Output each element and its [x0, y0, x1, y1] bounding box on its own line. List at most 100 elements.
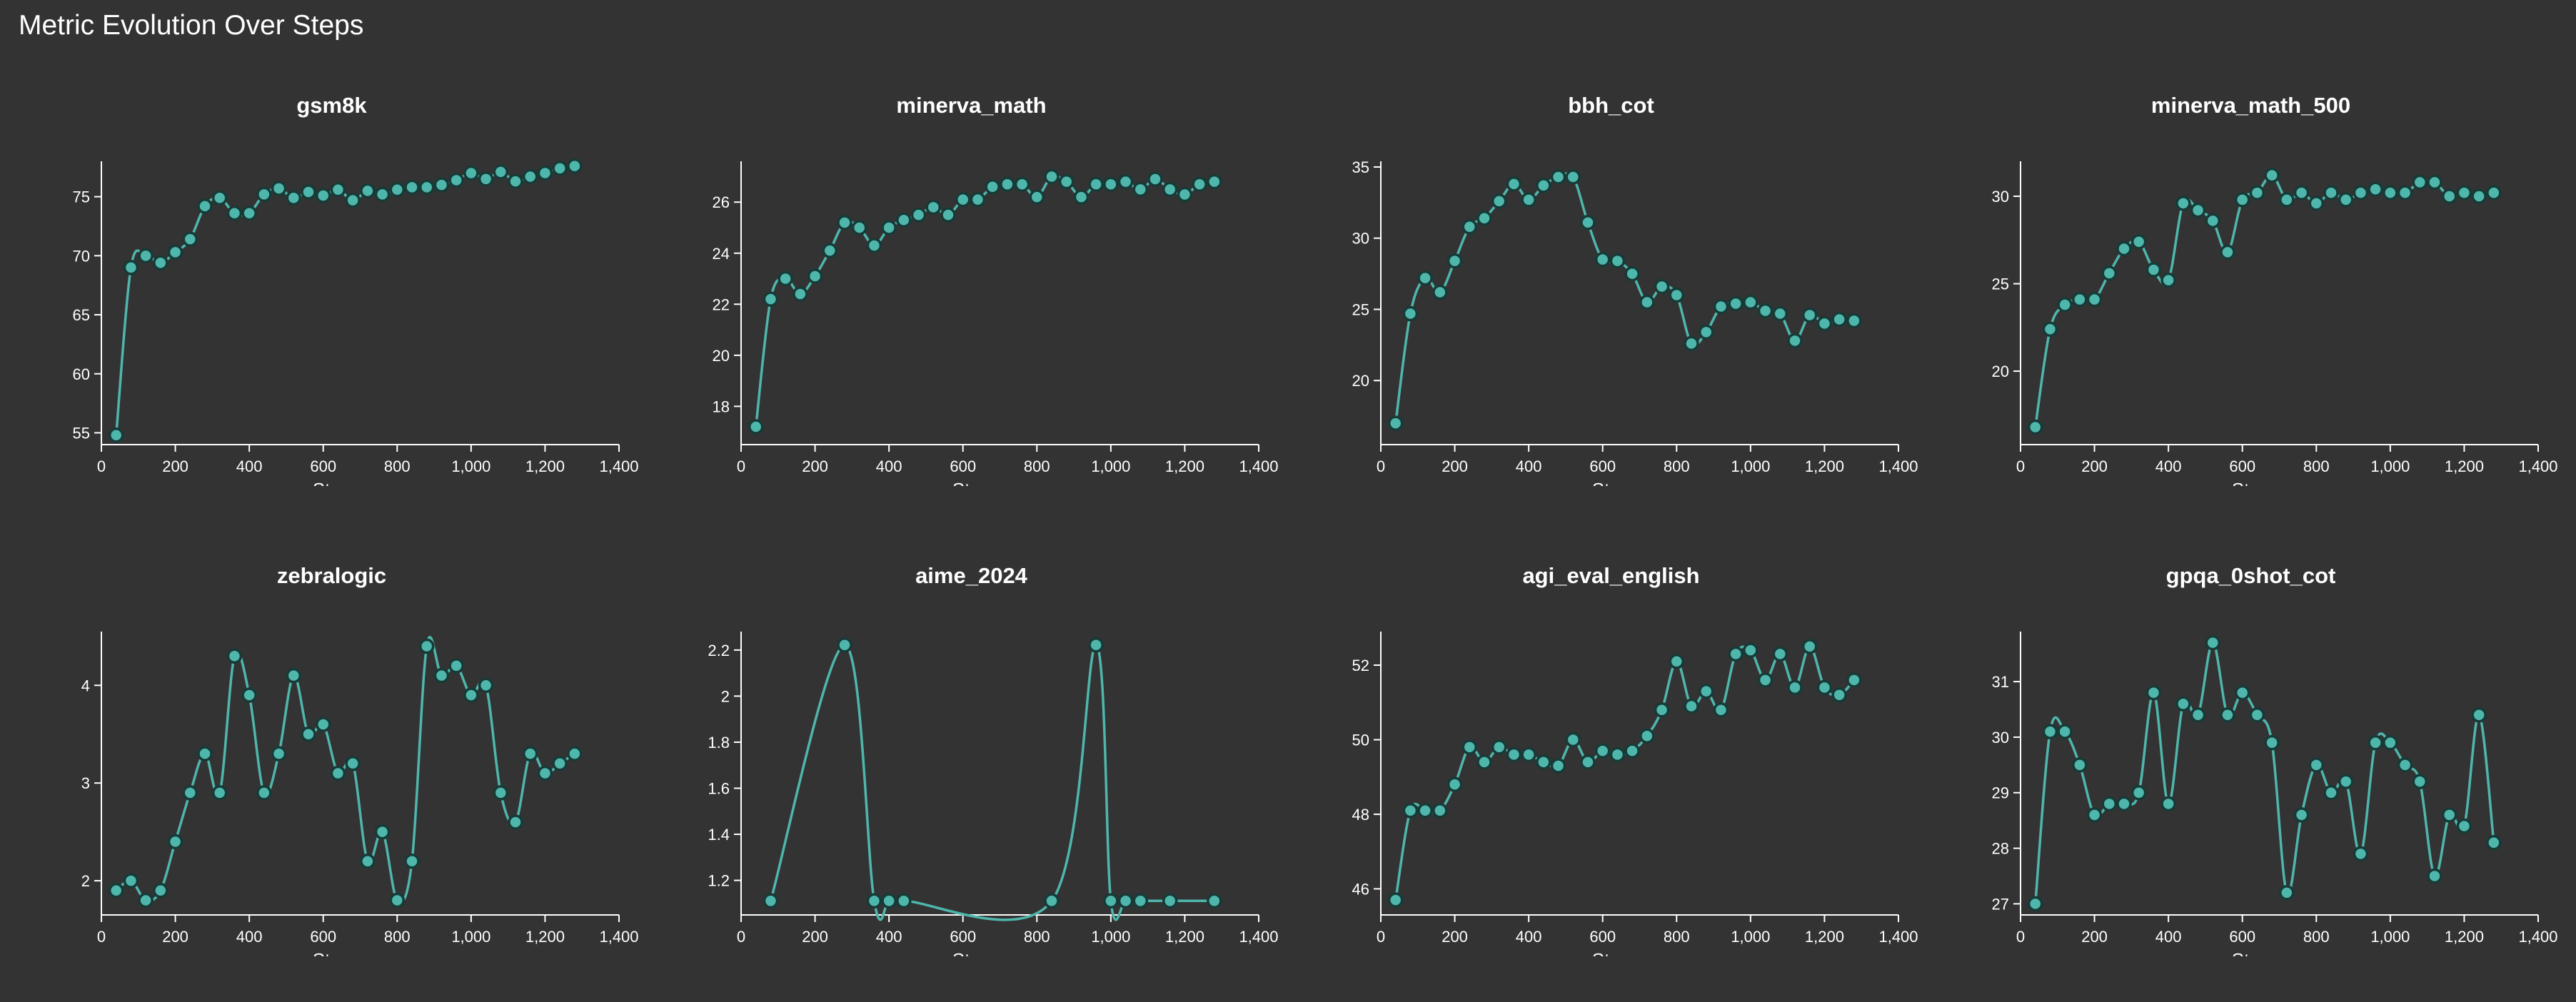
- data-point[interactable]: [1103, 176, 1119, 192]
- data-point[interactable]: [153, 883, 168, 899]
- data-point[interactable]: [2338, 192, 2354, 208]
- data-point[interactable]: [1177, 186, 1193, 203]
- data-point[interactable]: [1550, 169, 1566, 185]
- data-point[interactable]: [108, 427, 124, 443]
- data-point[interactable]: [301, 184, 316, 200]
- data-point[interactable]: [315, 188, 331, 203]
- data-point[interactable]: [448, 172, 464, 188]
- data-point[interactable]: [2397, 185, 2413, 201]
- data-point[interactable]: [2368, 734, 2383, 751]
- data-point[interactable]: [2042, 321, 2058, 338]
- data-point[interactable]: [463, 687, 479, 703]
- data-point[interactable]: [1447, 776, 1463, 792]
- data-point[interactable]: [1609, 253, 1626, 269]
- data-point[interactable]: [1432, 284, 1448, 300]
- data-point[interactable]: [1103, 893, 1119, 909]
- data-point[interactable]: [138, 892, 154, 909]
- data-point[interactable]: [197, 198, 213, 214]
- data-point[interactable]: [2130, 784, 2147, 801]
- data-point[interactable]: [910, 207, 927, 223]
- data-point[interactable]: [1801, 307, 1818, 323]
- data-point[interactable]: [2130, 233, 2147, 250]
- data-point[interactable]: [2441, 807, 2457, 823]
- data-point[interactable]: [1058, 173, 1075, 190]
- data-point[interactable]: [2042, 724, 2058, 739]
- data-point[interactable]: [508, 173, 523, 189]
- data-point[interactable]: [522, 168, 538, 185]
- data-point[interactable]: [138, 248, 154, 264]
- data-point[interactable]: [2486, 835, 2502, 851]
- data-point[interactable]: [345, 192, 361, 208]
- data-point[interactable]: [1624, 743, 1640, 759]
- data-point[interactable]: [2427, 868, 2442, 884]
- data-point[interactable]: [1639, 294, 1655, 310]
- data-point[interactable]: [778, 270, 793, 287]
- data-point[interactable]: [1624, 265, 1640, 282]
- data-point[interactable]: [2323, 784, 2339, 801]
- data-point[interactable]: [1743, 642, 1759, 658]
- data-point[interactable]: [1207, 893, 1222, 909]
- data-point[interactable]: [2160, 272, 2176, 288]
- data-point[interactable]: [748, 419, 764, 435]
- data-point[interactable]: [1831, 311, 1847, 328]
- data-point[interactable]: [793, 286, 808, 302]
- data-point[interactable]: [552, 161, 568, 176]
- data-point[interactable]: [925, 199, 942, 216]
- data-point[interactable]: [955, 191, 971, 208]
- data-point[interactable]: [567, 158, 583, 174]
- data-point[interactable]: [1684, 335, 1699, 352]
- data-point[interactable]: [1014, 176, 1030, 192]
- data-point[interactable]: [1207, 173, 1222, 190]
- data-point[interactable]: [2101, 265, 2118, 281]
- data-point[interactable]: [1550, 758, 1566, 774]
- data-point[interactable]: [197, 746, 213, 761]
- data-point[interactable]: [2205, 213, 2221, 229]
- data-point[interactable]: [1387, 892, 1404, 908]
- data-point[interactable]: [2293, 807, 2310, 823]
- data-point[interactable]: [1536, 178, 1551, 193]
- data-point[interactable]: [2190, 202, 2206, 218]
- data-point[interactable]: [837, 215, 852, 231]
- data-point[interactable]: [1029, 189, 1045, 205]
- data-point[interactable]: [1772, 646, 1788, 662]
- data-point[interactable]: [2072, 291, 2088, 308]
- data-point[interactable]: [1132, 893, 1149, 909]
- data-point[interactable]: [1192, 176, 1207, 192]
- data-point[interactable]: [286, 190, 302, 206]
- data-point[interactable]: [1147, 171, 1163, 187]
- data-point[interactable]: [1728, 646, 1744, 662]
- data-point[interactable]: [1772, 305, 1788, 322]
- data-point[interactable]: [2368, 181, 2383, 197]
- data-point[interactable]: [1831, 687, 1847, 703]
- data-point[interactable]: [2057, 724, 2073, 739]
- data-point[interactable]: [537, 165, 553, 181]
- data-point[interactable]: [404, 179, 420, 196]
- data-point[interactable]: [1787, 333, 1803, 349]
- data-point[interactable]: [1506, 176, 1522, 192]
- data-point[interactable]: [256, 186, 272, 203]
- data-point[interactable]: [389, 181, 406, 198]
- data-point[interactable]: [2220, 707, 2235, 723]
- data-point[interactable]: [1580, 754, 1596, 770]
- data-point[interactable]: [211, 785, 228, 801]
- data-point[interactable]: [1536, 754, 1551, 770]
- data-point[interactable]: [360, 183, 376, 199]
- data-point[interactable]: [2427, 174, 2442, 191]
- data-point[interactable]: [374, 186, 391, 203]
- data-point[interactable]: [182, 785, 198, 801]
- data-point[interactable]: [2486, 185, 2502, 201]
- data-point[interactable]: [271, 181, 287, 196]
- data-point[interactable]: [241, 687, 257, 703]
- data-point[interactable]: [2279, 885, 2295, 901]
- data-point[interactable]: [2471, 707, 2487, 723]
- data-point[interactable]: [1684, 698, 1699, 714]
- data-point[interactable]: [1461, 739, 1478, 755]
- data-point[interactable]: [763, 291, 779, 307]
- data-point[interactable]: [2338, 774, 2354, 789]
- data-point[interactable]: [330, 765, 346, 781]
- data-point[interactable]: [271, 746, 287, 761]
- data-point[interactable]: [1088, 176, 1104, 192]
- data-point[interactable]: [1846, 313, 1862, 329]
- data-point[interactable]: [881, 893, 897, 909]
- data-point[interactable]: [2116, 241, 2132, 257]
